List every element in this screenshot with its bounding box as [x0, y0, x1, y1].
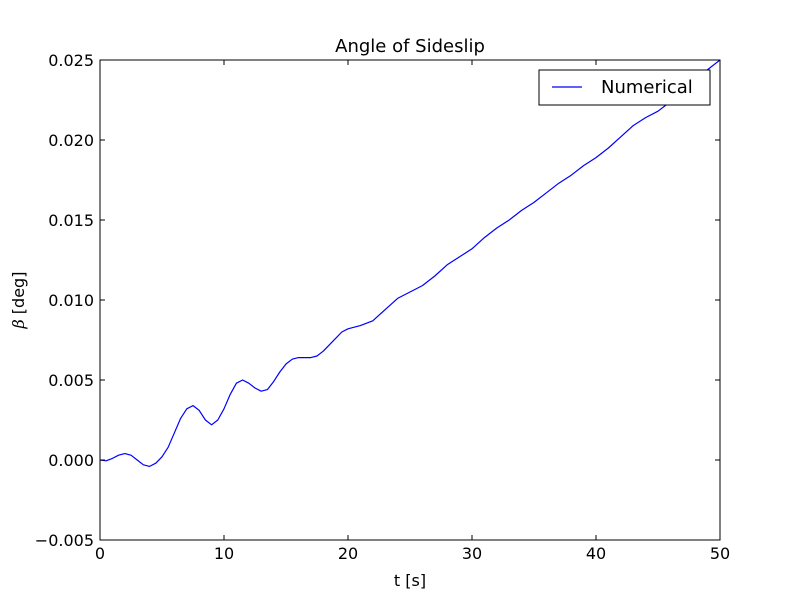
y-tick-label: 0.025 — [48, 51, 94, 70]
x-tick-label: 40 — [586, 544, 606, 563]
y-tick-label: 0.020 — [48, 131, 94, 150]
x-tick-label: 50 — [710, 544, 730, 563]
x-tick-label: 30 — [462, 544, 482, 563]
series-line-numerical — [100, 60, 720, 467]
x-tick-label: 0 — [95, 544, 105, 563]
x-axis: 0 10 20 30 40 50 — [95, 60, 730, 563]
legend-label: Numerical — [601, 77, 693, 98]
series-layer — [100, 60, 720, 467]
x-tick-label: 10 — [214, 544, 234, 563]
x-axis-title: t [s] — [394, 571, 426, 590]
y-axis-unit: [deg] — [9, 272, 28, 315]
legend: Numerical — [538, 69, 711, 106]
y-tick-label: 0.015 — [48, 211, 94, 230]
y-axis-symbol: β — [9, 319, 28, 329]
chart-title: Angle of Sideslip — [335, 36, 485, 57]
x-tick-label: 20 — [338, 544, 358, 563]
y-tick-label: 0.010 — [48, 291, 94, 310]
y-axis-title: β [deg] — [9, 272, 28, 330]
y-axis: −0.005 0.000 0.005 0.010 0.015 0.020 0.025 — [35, 51, 720, 550]
y-tick-label: 0.005 — [48, 371, 94, 390]
y-tick-label: 0.000 — [48, 451, 94, 470]
y-tick-label: −0.005 — [35, 531, 94, 550]
